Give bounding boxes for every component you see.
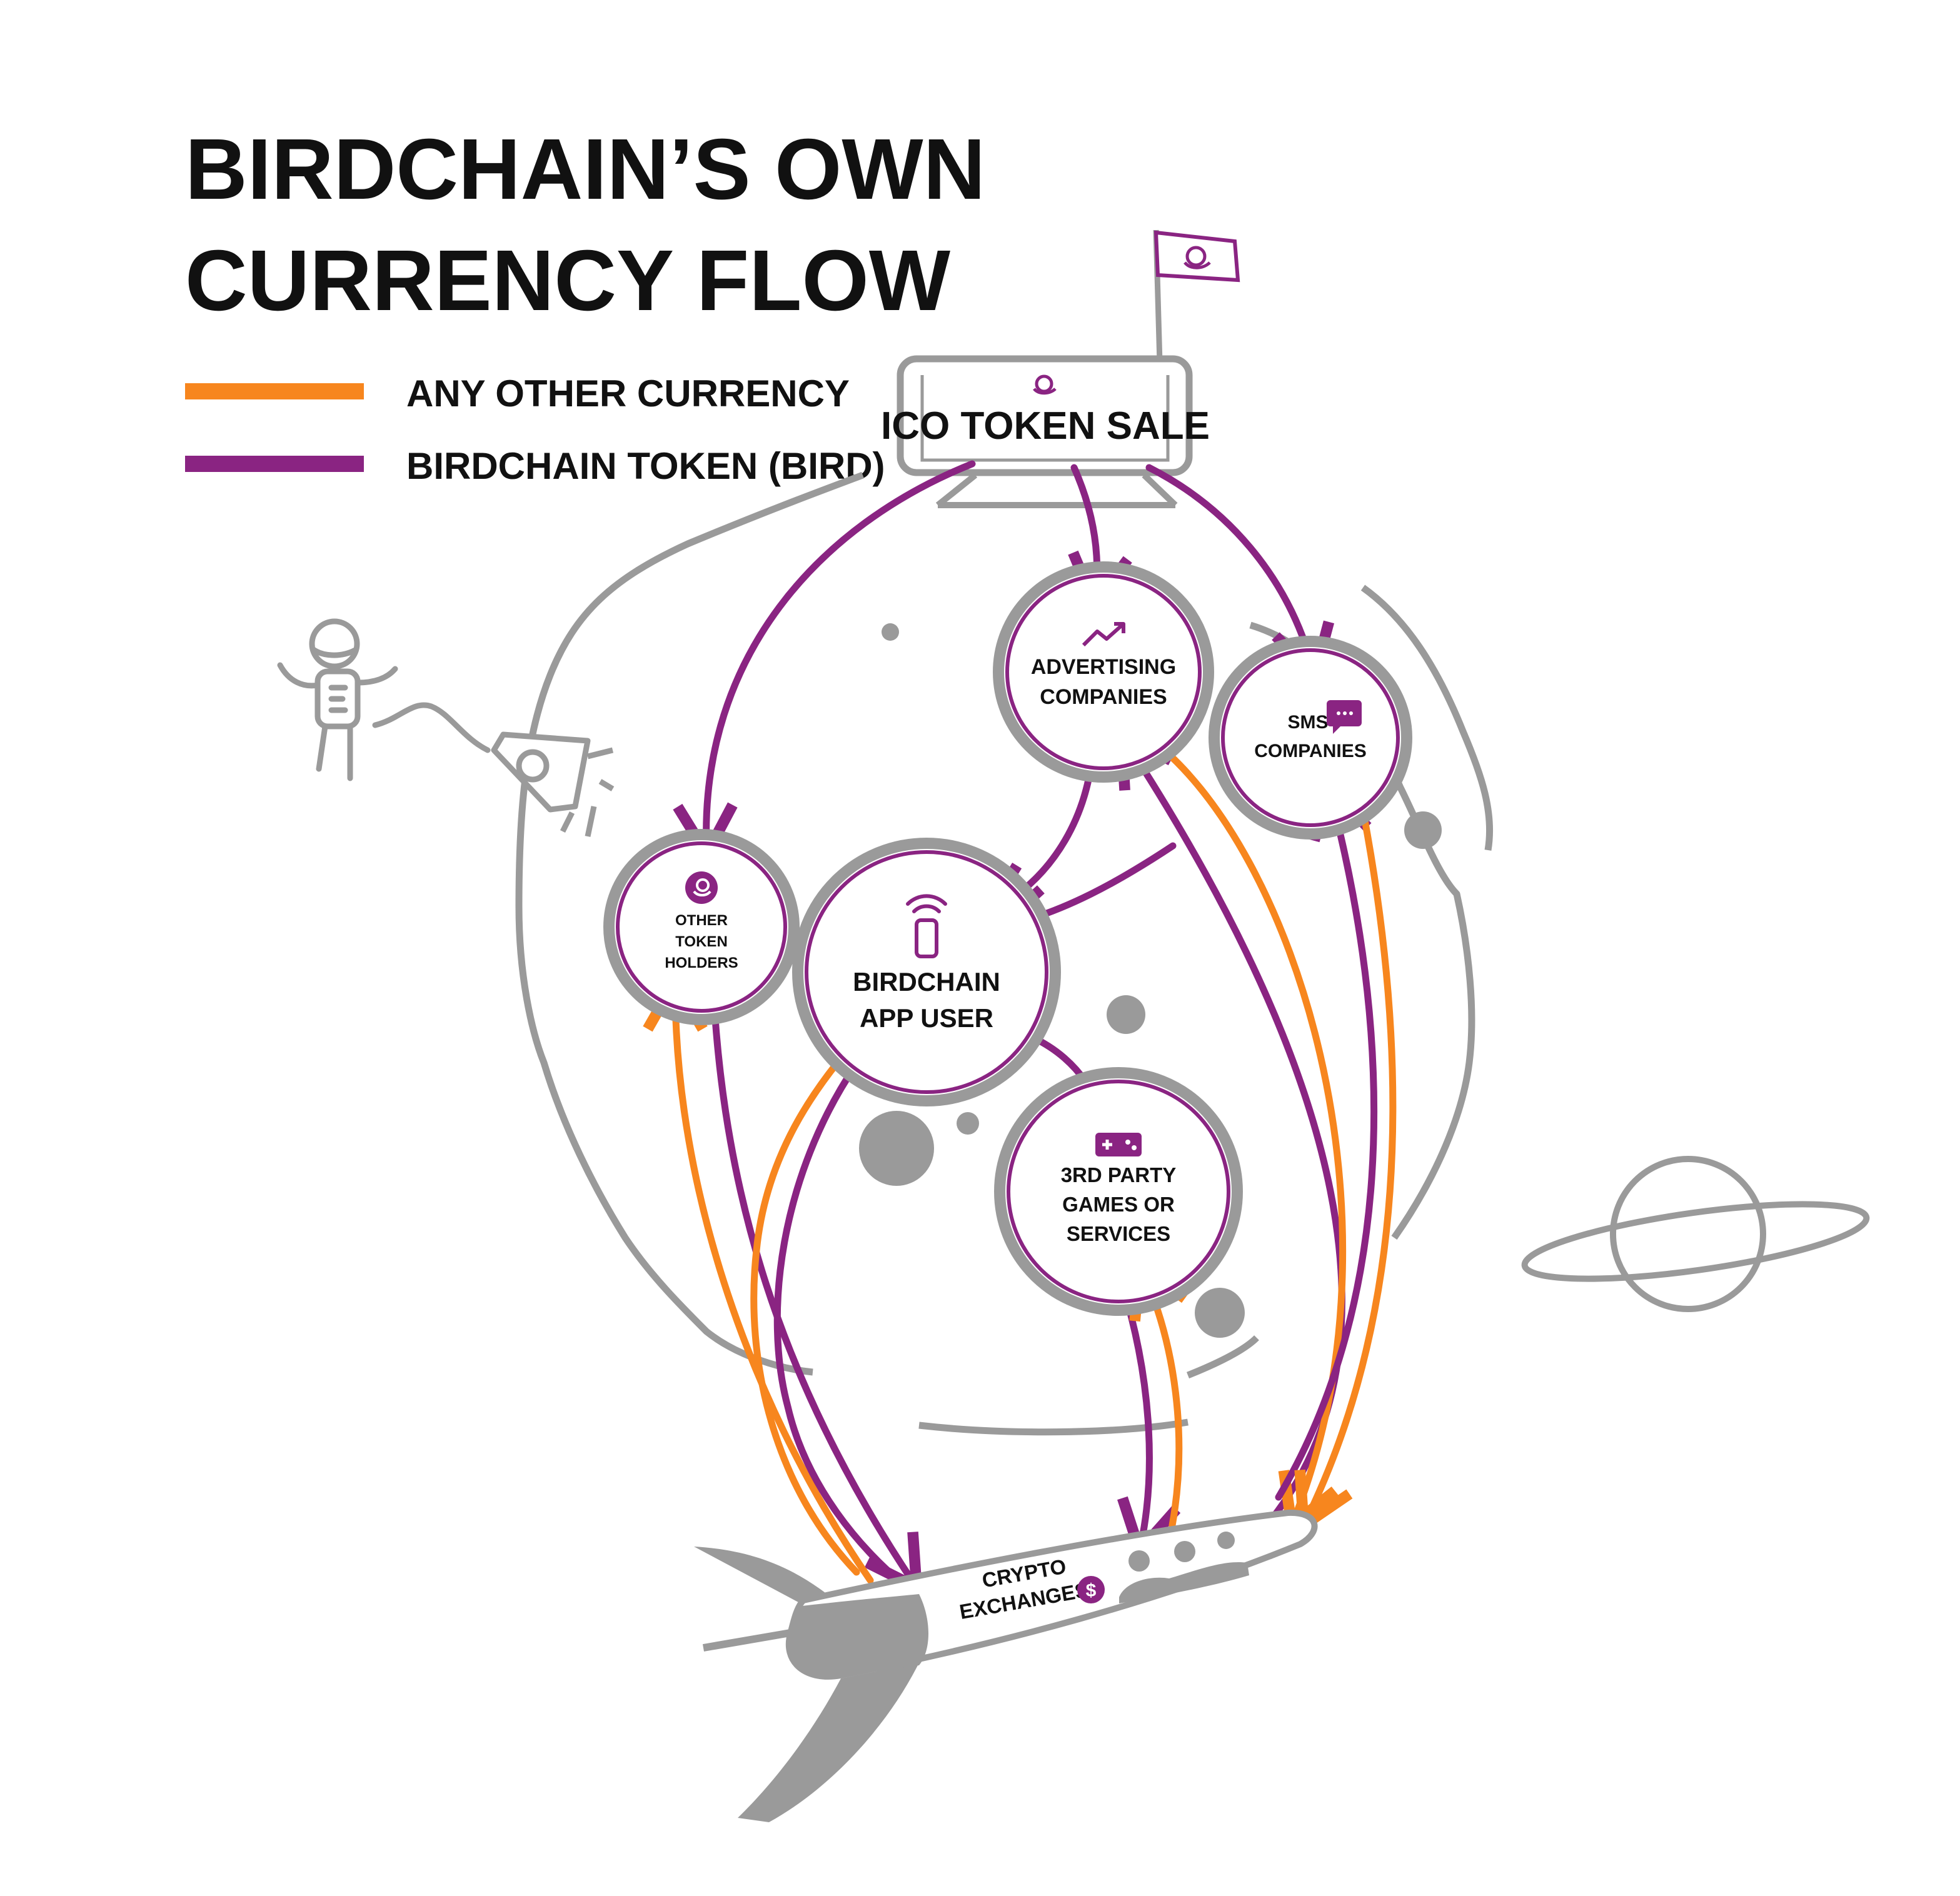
advertising-node: ADVERTISING COMPANIES	[993, 561, 1214, 783]
flow-exchanges-to-holders	[643, 970, 874, 1584]
holders-line1: OTHER	[675, 912, 728, 929]
trending-up-icon	[1082, 622, 1125, 647]
rocket-stern	[788, 1594, 928, 1678]
legend-label-purple: BIRDCHAIN TOKEN (BIRD)	[406, 445, 885, 487]
games-line1: 3RD PARTY	[1061, 1163, 1177, 1186]
legend-label-orange: ANY OTHER CURRENCY	[406, 373, 850, 414]
flag-bird-icon	[1184, 246, 1211, 269]
flow-ico-to-sms	[1145, 464, 1334, 686]
flag-icon	[1153, 230, 1240, 283]
rocket-fin-top	[694, 1547, 825, 1607]
moon-craters	[859, 623, 1442, 1338]
app-user-line2: APP USER	[860, 1003, 993, 1033]
flow-exchanges-to-sms	[1275, 776, 1378, 1501]
sms-line2: COMPANIES	[1254, 741, 1366, 761]
holders-line3: HOLDERS	[665, 955, 738, 971]
ico-node: ICO TOKEN SALE	[881, 229, 1240, 508]
drone-illustration	[491, 731, 615, 837]
holders-node: OTHER TOKEN HOLDERS	[603, 829, 800, 1025]
games-node: 3RD PARTY GAMES OR SERVICES	[994, 1067, 1243, 1316]
rocket-windows	[1119, 1532, 1249, 1603]
chat-bubble-icon	[1327, 700, 1362, 734]
planet-illustration	[1521, 1156, 1870, 1312]
games-line3: SERVICES	[1067, 1222, 1170, 1245]
bird-coin-icon	[685, 871, 718, 904]
flow-exchanges-to-app	[750, 1018, 877, 1576]
advertising-line1: ADVERTISING	[1031, 655, 1176, 679]
ico-label: ICO TOKEN SALE	[881, 404, 1210, 448]
title-line-2: CURRENCY FLOW	[185, 233, 951, 329]
sms-node: SMS COMPANIES	[1209, 636, 1412, 840]
flow-arrows	[643, 460, 1397, 1597]
exchanges-node: CRYPTO EXCHANGES $	[694, 1509, 1318, 1822]
flow-games-to-exchanges	[1117, 1281, 1181, 1562]
advertising-line2: COMPANIES	[1040, 685, 1167, 709]
bird-logo-icon	[1033, 374, 1057, 395]
holders-line2: TOKEN	[675, 933, 728, 950]
ico-screen	[897, 355, 1193, 476]
svg-text:$: $	[1086, 1580, 1097, 1601]
flow-app-to-exchanges	[773, 1062, 904, 1585]
sms-line1: SMS	[1287, 712, 1328, 733]
games-line2: GAMES OR	[1062, 1193, 1175, 1216]
app-user-line1: BIRDCHAIN	[853, 967, 1000, 996]
smartphone-signal-icon	[906, 894, 947, 958]
dollar-coin-icon: $	[1077, 1576, 1105, 1603]
flow-holders-to-exchanges	[710, 996, 923, 1597]
flow-sms-to-exchanges	[1294, 790, 1397, 1535]
title-line-1: BIRDCHAIN’S OWN	[185, 121, 985, 218]
flow-ico-to-holders	[673, 460, 976, 865]
rocket-fin-bottom	[738, 1663, 919, 1822]
gamepad-icon	[1095, 1133, 1142, 1156]
flow-exchanges-to-advertising	[1115, 725, 1345, 1526]
astronaut-illustration	[277, 618, 491, 781]
app-user-node: BIRDCHAIN APP USER	[792, 838, 1061, 1106]
